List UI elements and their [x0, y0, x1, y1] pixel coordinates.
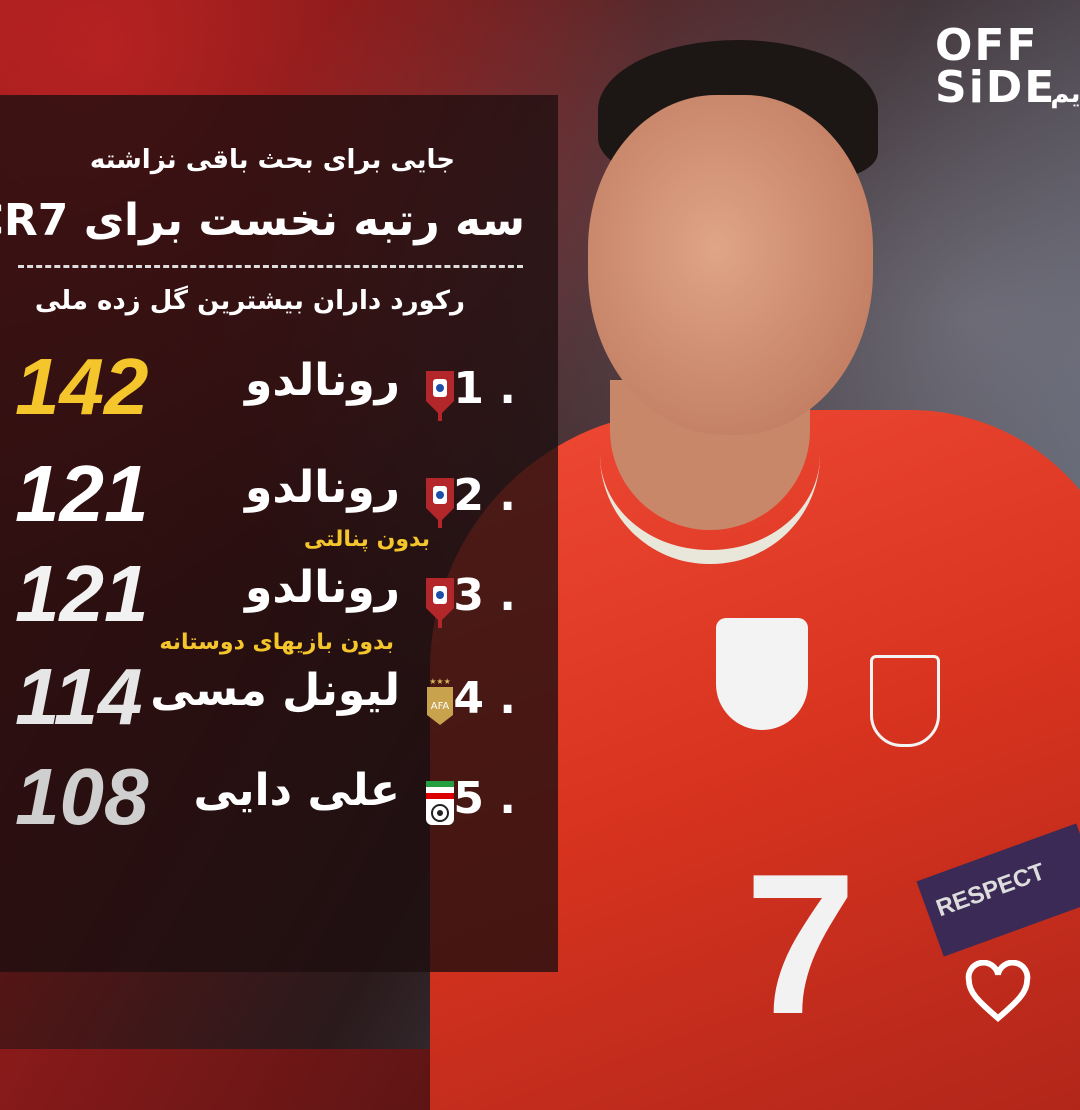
logo-line1: OFF [935, 20, 1039, 71]
ranking-row: 3 . رونالدو 121 [0, 549, 558, 652]
ranking-row: 4 . ★★★ AFA لیونل مسی 114 [0, 652, 558, 755]
goal-count: 142 [15, 342, 149, 431]
jersey-crest [870, 655, 940, 747]
player-name: رونالدو [244, 355, 400, 406]
nations-league-badge [716, 618, 808, 730]
logo-suffix: تایم [1050, 78, 1080, 109]
rank: 2 . [453, 470, 516, 521]
ranking-row: 5 . علی دایی 108 [0, 752, 558, 855]
player-name: لیونل مسی [150, 665, 400, 716]
goal-count: 121 [15, 449, 149, 538]
divider [18, 265, 523, 268]
goal-count: 121 [15, 549, 149, 638]
svg-text:★★★: ★★★ [429, 677, 451, 686]
offside-logo: OFF SiDEتایم [935, 20, 1080, 110]
row-note: بدون پنالتی [303, 527, 430, 552]
logo-line2: SiDE [935, 61, 1057, 113]
rank: 5 . [453, 773, 516, 824]
shirt-number: 7 [745, 833, 857, 1056]
goal-count: 108 [15, 752, 149, 841]
argentina-crest-icon: ★★★ AFA [422, 675, 458, 731]
iran-crest-icon [422, 775, 458, 831]
player-name: علی دایی [193, 765, 400, 816]
subtitle: رکورد داران بیشترین گل زده ملی [34, 286, 465, 316]
rank: 3 . [453, 570, 516, 621]
ranking-row: 1 . رونالدو 142 [0, 342, 558, 445]
rank: 1 . [453, 363, 516, 414]
row-note: بدون بازیهای دوستانه [159, 630, 394, 655]
heart-icon[interactable] [962, 960, 1034, 1024]
svg-text:AFA: AFA [431, 701, 450, 712]
goal-count: 114 [15, 652, 143, 741]
player-name: رونالدو [244, 462, 400, 513]
page-title: سه رتبه نخست برای CR7 [0, 195, 525, 246]
head [588, 95, 873, 435]
portugal-crest-icon [422, 572, 458, 628]
portugal-crest-icon [422, 472, 458, 528]
kicker: جایی برای بحث باقی نزاشته [89, 145, 455, 175]
ranking-row: 2 . رونالدو 121 [0, 449, 558, 552]
portugal-crest-icon [422, 365, 458, 421]
player-name: رونالدو [244, 562, 400, 613]
ranking-panel [0, 95, 558, 972]
rank: 4 . [453, 673, 516, 724]
